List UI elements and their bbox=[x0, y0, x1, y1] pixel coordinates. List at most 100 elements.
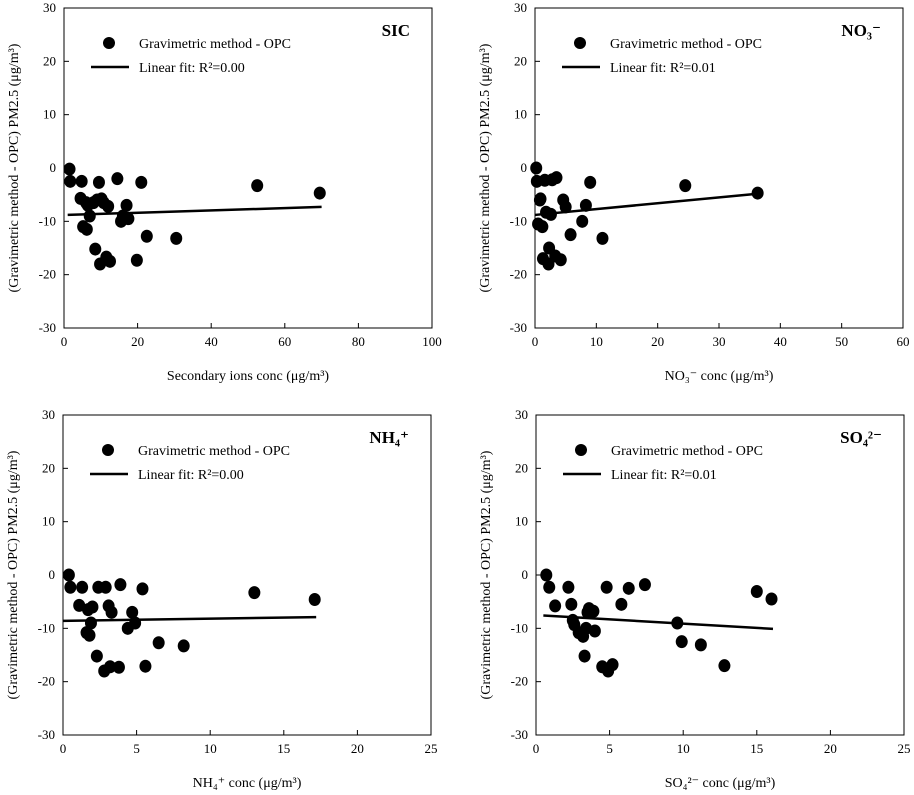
data-point bbox=[534, 192, 547, 206]
data-point bbox=[622, 581, 635, 595]
y-axis-label: (Gravimetric method - OPC) PM2.5 (μg/m³) bbox=[478, 43, 493, 292]
legend-label-fit: Linear fit: R²=0.00 bbox=[139, 61, 245, 76]
data-point bbox=[111, 172, 124, 186]
data-point bbox=[565, 597, 578, 611]
y-tick-label: 0 bbox=[49, 567, 56, 582]
x-axis-label: NO₃⁻ conc (μg/m³) bbox=[665, 369, 774, 384]
data-point bbox=[114, 578, 127, 592]
data-point bbox=[600, 580, 613, 594]
y-tick-label: -30 bbox=[511, 727, 528, 742]
x-tick-label: 80 bbox=[352, 334, 365, 349]
data-point bbox=[559, 200, 572, 214]
y-tick-label: -20 bbox=[511, 674, 528, 689]
legend-marker-scatter bbox=[575, 444, 587, 456]
data-point bbox=[530, 161, 543, 175]
data-point bbox=[80, 222, 93, 236]
x-tick-label: 15 bbox=[750, 741, 763, 756]
x-tick-label: 50 bbox=[835, 334, 848, 349]
data-point bbox=[102, 199, 115, 213]
legend-marker-scatter bbox=[103, 37, 115, 49]
y-tick-label: 30 bbox=[515, 407, 528, 422]
y-tick-label: -20 bbox=[510, 267, 527, 282]
chart-panel-1: -30 -20 -10 0 10 20 30 0 20 40 60 80 100 Secondary io… bbox=[7, 0, 442, 384]
x-tick-label: 25 bbox=[898, 741, 911, 756]
plot-frame bbox=[63, 7, 433, 329]
data-point bbox=[170, 231, 183, 245]
data-point bbox=[92, 175, 105, 189]
y-tick-label: -10 bbox=[38, 620, 55, 635]
y-tick-label: -30 bbox=[39, 320, 56, 335]
fit-line bbox=[543, 614, 774, 631]
legend-label-scatter: Gravimetric method - OPC bbox=[611, 444, 763, 459]
x-axis-label: NH₄⁺ conc (μg/m³) bbox=[193, 776, 302, 791]
data-point bbox=[83, 628, 96, 642]
x-tick-label: 40 bbox=[774, 334, 787, 349]
x-tick-label: 0 bbox=[533, 741, 540, 756]
panel-title: SO₄²⁻ bbox=[840, 428, 882, 447]
data-point bbox=[248, 586, 261, 600]
panel-title: SIC bbox=[382, 21, 410, 40]
data-point bbox=[313, 186, 326, 200]
y-tick-label: 30 bbox=[42, 407, 55, 422]
data-point bbox=[564, 228, 577, 242]
data-point bbox=[120, 198, 133, 212]
data-point bbox=[584, 175, 597, 189]
legend-marker-scatter bbox=[102, 444, 114, 456]
x-tick-label: 5 bbox=[606, 741, 613, 756]
x-tick-label: 100 bbox=[422, 334, 442, 349]
data-point bbox=[62, 568, 75, 582]
data-point bbox=[576, 214, 589, 228]
data-point bbox=[75, 174, 88, 188]
y-tick-label: 20 bbox=[514, 53, 527, 68]
y-tick-label: 10 bbox=[42, 514, 55, 529]
data-point bbox=[671, 616, 684, 630]
plot-frame bbox=[62, 414, 432, 736]
legend-label-fit: Linear fit: R²=0.00 bbox=[138, 468, 244, 483]
data-point bbox=[84, 616, 97, 630]
data-point bbox=[122, 212, 135, 226]
data-point bbox=[177, 639, 190, 653]
data-point bbox=[152, 636, 165, 650]
fit-line bbox=[67, 205, 322, 217]
y-tick-label: -10 bbox=[39, 213, 56, 228]
data-point bbox=[63, 162, 76, 176]
data-point bbox=[251, 179, 264, 193]
x-tick-label: 20 bbox=[824, 741, 837, 756]
data-point bbox=[550, 171, 563, 185]
y-axis-label: (Gravimetric method - OPC) PM2.5 (μg/m³) bbox=[7, 43, 22, 292]
data-point bbox=[615, 597, 628, 611]
data-point bbox=[554, 253, 567, 267]
x-tick-label: 25 bbox=[425, 741, 438, 756]
x-tick-label: 10 bbox=[590, 334, 603, 349]
data-point bbox=[579, 198, 592, 212]
panel-title: NH₄⁺ bbox=[369, 428, 409, 447]
data-point bbox=[543, 580, 556, 594]
data-point bbox=[86, 600, 99, 614]
x-tick-label: 20 bbox=[651, 334, 664, 349]
x-tick-label: 20 bbox=[131, 334, 144, 349]
x-tick-label: 60 bbox=[897, 334, 910, 349]
y-tick-label: -30 bbox=[38, 727, 55, 742]
y-tick-label: 20 bbox=[43, 53, 56, 68]
x-tick-label: 5 bbox=[133, 741, 140, 756]
data-point bbox=[562, 580, 575, 594]
x-tick-label: 0 bbox=[60, 741, 67, 756]
data-point bbox=[129, 616, 142, 630]
y-tick-label: 10 bbox=[514, 107, 527, 122]
y-tick-label: 10 bbox=[515, 514, 528, 529]
data-point bbox=[104, 660, 117, 674]
y-tick-label: -10 bbox=[510, 213, 527, 228]
data-point bbox=[112, 660, 125, 674]
plot-frame bbox=[535, 414, 905, 736]
x-tick-label: 60 bbox=[278, 334, 291, 349]
y-tick-label: 0 bbox=[50, 160, 57, 175]
y-tick-label: 10 bbox=[43, 107, 56, 122]
x-tick-label: 10 bbox=[204, 741, 217, 756]
data-point bbox=[64, 580, 77, 594]
data-point bbox=[64, 174, 77, 188]
data-point bbox=[104, 254, 116, 268]
data-point bbox=[76, 580, 89, 594]
x-tick-label: 20 bbox=[351, 741, 364, 756]
data-point bbox=[596, 231, 609, 245]
y-axis-label: (Gravimetric method - OPC) PM2.5 (μg/m³) bbox=[6, 450, 21, 699]
